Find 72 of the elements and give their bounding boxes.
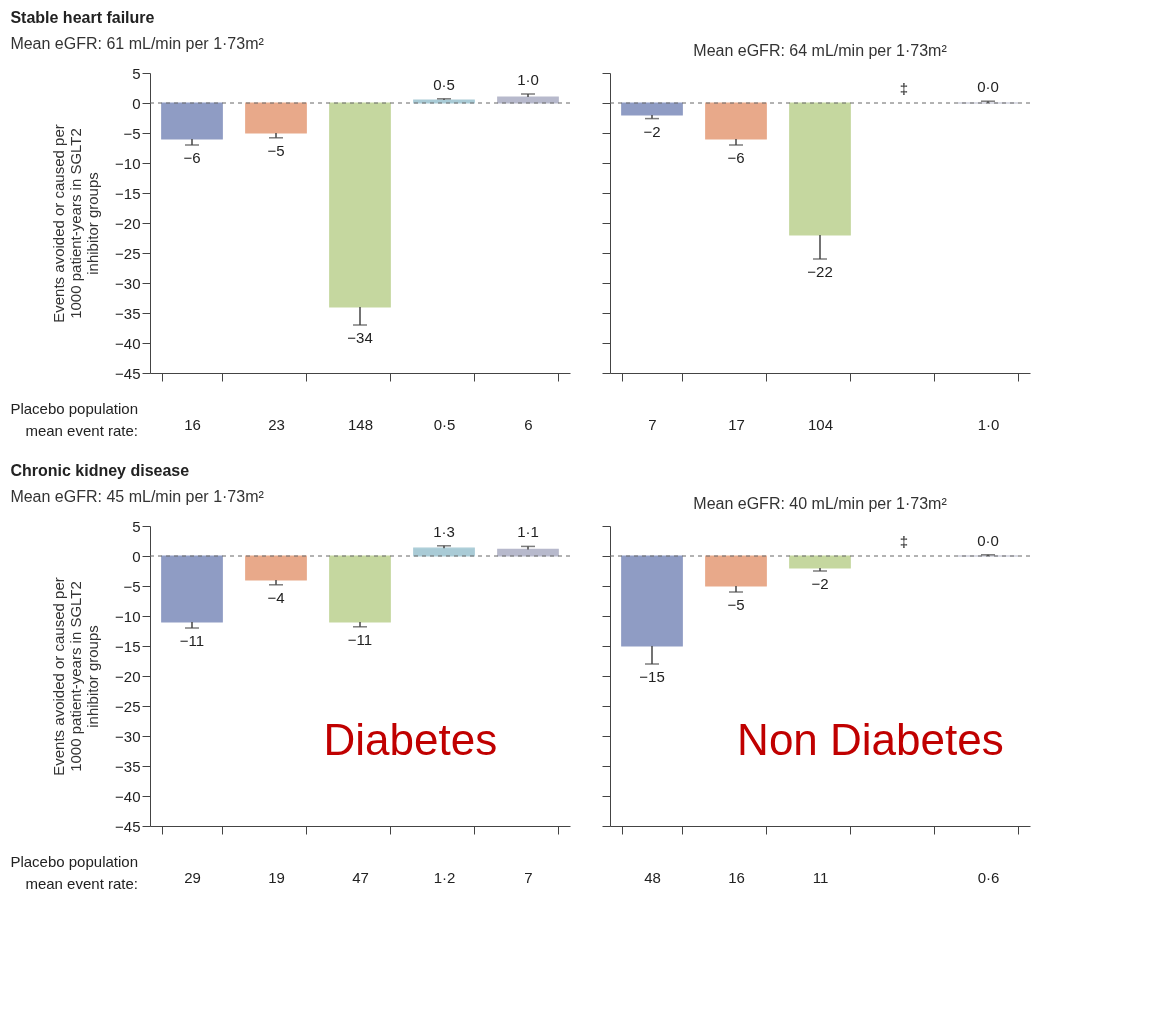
x-tick-label: 1·2 bbox=[433, 868, 456, 886]
y-tick-label: −10 bbox=[115, 154, 141, 172]
x-tick-label: 0·6 bbox=[977, 868, 1000, 886]
chart-subtitle: Mean eGFR: 64 mL/min per 1·73m² bbox=[693, 41, 948, 59]
x-axis-title: Placebo population mean event rate: bbox=[10, 400, 138, 439]
annotation: Diabetes bbox=[323, 715, 498, 764]
y-tick-label: −40 bbox=[115, 334, 141, 352]
x-tick-label: 6 bbox=[524, 415, 533, 433]
data-label: −4 bbox=[267, 588, 285, 606]
data-label: −2 bbox=[643, 122, 661, 140]
x-tick-label: 0·5 bbox=[433, 415, 456, 433]
data-label: −11 bbox=[347, 630, 373, 648]
y-tick-label: −25 bbox=[115, 697, 141, 715]
chart-title: Chronic kidney disease bbox=[10, 462, 190, 479]
y-tick-label: −25 bbox=[115, 244, 141, 262]
x-tick-label: 17 bbox=[728, 415, 745, 433]
x-tick-label: 7 bbox=[648, 415, 657, 433]
data-label: 1·3 bbox=[433, 522, 455, 540]
text: ‡ bbox=[899, 533, 909, 550]
x-tick-label: 104 bbox=[807, 415, 834, 433]
data-label: −22 bbox=[807, 263, 833, 280]
y-tick-label: −45 bbox=[115, 364, 141, 382]
x-tick-label: 23 bbox=[268, 415, 285, 433]
y-tick-label: −35 bbox=[115, 304, 141, 322]
data-label: 0·0 bbox=[977, 78, 999, 96]
data-label: −11 bbox=[179, 632, 205, 649]
y-tick-label: −5 bbox=[123, 577, 141, 595]
data-label: 1·1 bbox=[517, 523, 539, 541]
y-tick-label: −30 bbox=[115, 274, 141, 292]
chart-subtitle: Mean eGFR: 40 mL/min per 1·73m² bbox=[693, 494, 948, 512]
y-tick-label: 0 bbox=[132, 547, 141, 565]
y-tick-label: 0 bbox=[132, 94, 141, 112]
y-tick-label: 5 bbox=[132, 64, 141, 82]
chart-subtitle: Mean eGFR: 61 mL/min per 1·73m² bbox=[10, 35, 265, 52]
x-tick-label: 19 bbox=[268, 868, 285, 886]
x-tick-label: 11 bbox=[812, 868, 829, 886]
x-tick-label: 16 bbox=[728, 868, 745, 886]
data-label: −5 bbox=[267, 141, 285, 159]
y-tick-label: −15 bbox=[115, 184, 141, 202]
chart-title: Stable heart failure bbox=[10, 9, 155, 26]
data-label: −2 bbox=[811, 575, 829, 592]
x-tick-label: 47 bbox=[352, 868, 369, 886]
x-tick-label: 48 bbox=[644, 868, 661, 886]
x-tick-label: 29 bbox=[184, 868, 201, 886]
data-label: −6 bbox=[727, 149, 745, 166]
data-label: −15 bbox=[639, 668, 665, 685]
y-tick-label: −20 bbox=[115, 214, 141, 232]
y-tick-label: −30 bbox=[115, 727, 141, 745]
x-tick-label: 7 bbox=[524, 868, 533, 886]
data-label: −6 bbox=[183, 149, 201, 166]
y-tick-label: −40 bbox=[115, 787, 141, 805]
text: ‡ bbox=[899, 80, 909, 97]
x-axis-title: Placebo population mean event rate: bbox=[10, 853, 138, 892]
data-label: 0·5 bbox=[433, 75, 455, 93]
y-tick-label: 5 bbox=[132, 517, 141, 535]
x-tick-label: 16 bbox=[184, 415, 201, 433]
y-tick-label: −35 bbox=[115, 757, 141, 775]
y-tick-label: −20 bbox=[115, 667, 141, 685]
data-label: 0·0 bbox=[977, 531, 999, 549]
y-tick-label: −15 bbox=[115, 637, 141, 655]
y-tick-label: −10 bbox=[115, 607, 141, 625]
annotation: Non Diabetes bbox=[737, 715, 1004, 764]
chart-subtitle: Mean eGFR: 45 mL/min per 1·73m² bbox=[10, 488, 265, 505]
x-tick-label: 1·0 bbox=[977, 415, 1000, 433]
y-axis-title: Events avoided or caused per 1000 patient-years in SGLT2 inhibitor groups bbox=[50, 577, 102, 776]
data-label: −34 bbox=[347, 329, 373, 346]
y-tick-label: −5 bbox=[123, 124, 141, 142]
y-axis-title: Events avoided or caused per 1000 patient-years in SGLT2 inhibitor groups bbox=[50, 124, 102, 323]
data-label: −5 bbox=[727, 596, 745, 613]
x-tick-label: 148 bbox=[347, 415, 374, 433]
y-tick-label: −45 bbox=[115, 817, 141, 835]
data-label: 1·0 bbox=[517, 71, 539, 88]
